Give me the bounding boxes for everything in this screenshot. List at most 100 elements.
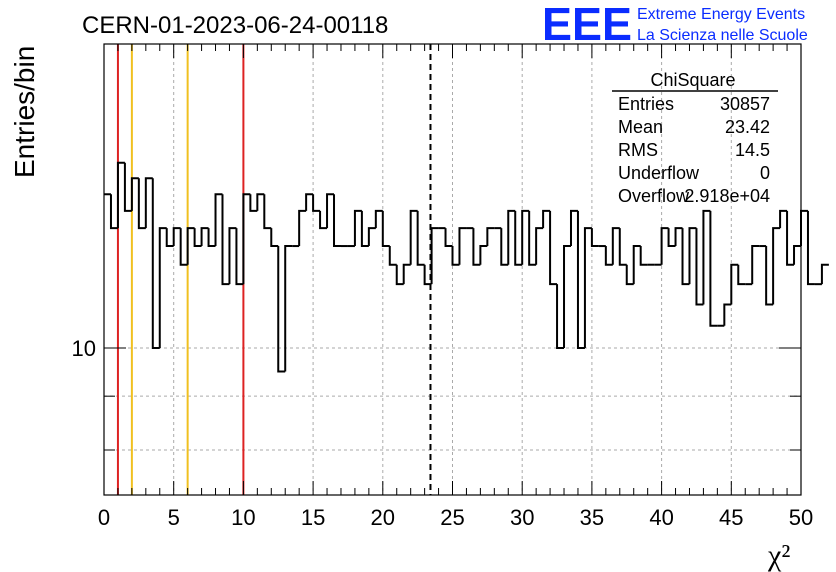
eee-logo: EEE bbox=[542, 0, 632, 50]
histogram-bin bbox=[751, 245, 760, 285]
histogram-bin bbox=[367, 227, 376, 247]
histogram-bin bbox=[800, 209, 808, 247]
histogram-bin bbox=[200, 227, 209, 247]
x-tick-label: 20 bbox=[371, 505, 395, 530]
histogram-bin bbox=[820, 263, 829, 285]
stats-value: 14.5 bbox=[735, 140, 770, 160]
run-title: CERN-01-2023-06-24-00118 bbox=[82, 12, 388, 39]
histogram-bin bbox=[458, 227, 467, 265]
histogram-bin bbox=[507, 209, 516, 265]
histogram-bin bbox=[165, 228, 174, 248]
stats-title: ChiSquare bbox=[650, 70, 735, 90]
stats-value: 2.918e+04 bbox=[684, 186, 770, 206]
histogram-bin bbox=[179, 228, 188, 266]
histogram-bin bbox=[353, 209, 362, 247]
x-tick-label: 15 bbox=[301, 505, 325, 530]
histogram-bin bbox=[235, 228, 244, 286]
histogram-bin bbox=[319, 210, 328, 230]
histogram-bin bbox=[228, 227, 237, 285]
histogram-bin bbox=[611, 227, 620, 265]
histogram-bin bbox=[569, 209, 578, 247]
x-tick-label: 50 bbox=[789, 505, 813, 530]
histogram-bin bbox=[695, 228, 704, 306]
histogram-bin bbox=[158, 227, 167, 349]
histogram-bin bbox=[583, 227, 592, 349]
histogram-bin bbox=[542, 209, 551, 229]
histogram-bin bbox=[270, 228, 279, 248]
histogram-bin bbox=[423, 264, 432, 286]
histogram-bin bbox=[326, 193, 335, 229]
x-tick-label: 25 bbox=[440, 505, 464, 530]
histogram-bin bbox=[486, 227, 495, 247]
histogram-bin bbox=[590, 228, 599, 248]
histogram-bin bbox=[639, 246, 648, 266]
histogram-bin bbox=[604, 246, 613, 266]
histogram-bin bbox=[723, 303, 732, 326]
x-tick-label: 45 bbox=[719, 505, 743, 530]
histogram-bin bbox=[409, 209, 418, 265]
histogram-bin bbox=[305, 193, 314, 211]
histogram-bin bbox=[109, 194, 118, 230]
x-tick-label: 5 bbox=[168, 505, 180, 530]
reference-lines bbox=[116, 44, 432, 495]
histogram-series bbox=[104, 161, 829, 373]
histogram-bin bbox=[702, 209, 711, 305]
stats-box: ChiSquare Entries 30857 Mean 23.42 RMS 1… bbox=[612, 70, 778, 206]
histogram-bin bbox=[214, 193, 223, 247]
histogram-bin bbox=[660, 227, 669, 265]
histogram-bin bbox=[681, 228, 690, 286]
x-tick-label: 40 bbox=[649, 505, 673, 530]
x-tick-label: 30 bbox=[510, 505, 534, 530]
logo-line1: Extreme Energy Events bbox=[637, 6, 805, 23]
axes: 0 5 10 15 20 25 30 35 40 45 50 10 bbox=[72, 43, 813, 530]
histogram-bin bbox=[360, 210, 369, 248]
histogram-bin bbox=[221, 194, 230, 286]
histogram-bin bbox=[137, 178, 146, 230]
x-tick-label: 0 bbox=[98, 505, 110, 530]
histogram-bin bbox=[779, 209, 788, 229]
x-tick-label: 10 bbox=[231, 505, 255, 530]
histogram-bin bbox=[730, 263, 739, 305]
logo-line2: La Scienza nelle Scuole bbox=[637, 27, 808, 44]
histogram-bin bbox=[556, 284, 565, 350]
histogram-bin bbox=[500, 228, 509, 266]
histogram-bin bbox=[277, 246, 286, 373]
histogram-bin bbox=[786, 210, 795, 266]
histogram-bin bbox=[765, 246, 774, 306]
histogram-bin bbox=[451, 246, 460, 266]
histogram-bin bbox=[144, 177, 153, 229]
histogram-bin bbox=[193, 228, 202, 248]
histogram-bin bbox=[528, 210, 537, 266]
histogram-bin bbox=[312, 194, 321, 212]
histogram-bin bbox=[444, 228, 453, 248]
histogram-bin bbox=[430, 227, 439, 285]
histogram-bin bbox=[298, 209, 307, 247]
histogram-bin bbox=[772, 227, 781, 305]
histogram-bin bbox=[667, 228, 676, 248]
stats-label: Mean bbox=[618, 117, 663, 137]
stats-value: 30857 bbox=[720, 94, 770, 114]
histogram-bin bbox=[374, 209, 383, 229]
histogram-bin bbox=[576, 210, 585, 350]
histogram-bin bbox=[151, 178, 160, 350]
histogram-bin bbox=[674, 227, 683, 247]
histogram-bin bbox=[416, 210, 425, 266]
histogram-bin bbox=[402, 263, 411, 285]
histogram-bin bbox=[123, 162, 132, 212]
stats-label: Entries bbox=[618, 94, 674, 114]
grid-lines bbox=[104, 44, 801, 495]
histogram-bin bbox=[333, 194, 341, 248]
stats-label: RMS bbox=[618, 140, 658, 160]
stats-label: Underflow bbox=[618, 163, 700, 183]
stats-value: 23.42 bbox=[725, 117, 770, 137]
x-axis-label: χ² bbox=[767, 539, 790, 572]
stats-label: Overflow bbox=[618, 186, 690, 206]
histogram-bin bbox=[381, 210, 390, 248]
stats-value: 0 bbox=[760, 163, 770, 183]
y-tick-label: 10 bbox=[72, 336, 96, 361]
histogram-bin bbox=[793, 245, 801, 265]
histogram-bin bbox=[618, 228, 627, 266]
histogram-bin bbox=[479, 245, 488, 265]
histogram-bin bbox=[549, 210, 558, 286]
